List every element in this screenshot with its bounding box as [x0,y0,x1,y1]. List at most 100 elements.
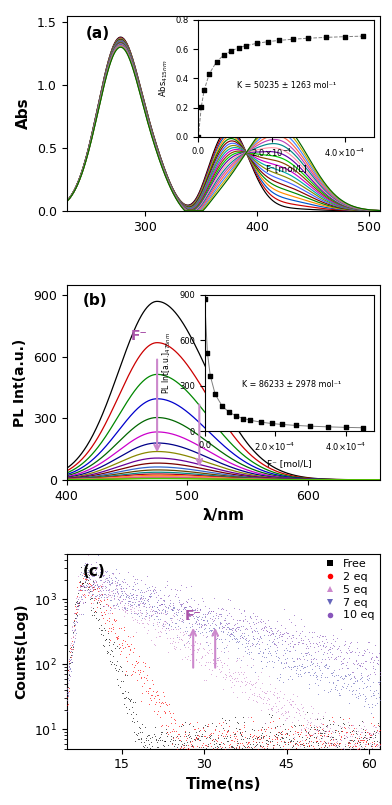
Point [204,614,211,627]
Point [115,586,121,599]
Point [94,594,101,607]
Point [348,733,354,746]
Point [127,630,133,643]
Point [181,638,187,651]
Point [336,663,342,675]
Point [239,630,245,643]
Point [185,742,192,755]
Point [174,745,180,758]
Point [287,631,294,644]
Point [67,663,73,675]
Point [287,669,293,682]
Point [165,621,171,634]
Point [331,653,337,666]
Point [300,637,307,650]
Point [151,638,157,650]
Point [155,613,161,625]
Point [216,716,222,729]
Point [261,722,267,735]
Point [190,608,196,621]
Point [211,592,218,605]
Point [176,597,183,610]
Point [118,587,125,600]
Point [226,720,232,733]
Point [342,745,348,758]
Point [156,696,162,708]
Point [154,605,160,618]
Point [289,654,296,667]
Point [281,713,288,726]
Point [368,690,374,703]
Point [267,716,274,729]
Point [64,693,70,706]
Point [286,630,292,642]
Point [261,686,267,699]
Point [90,601,96,614]
Point [314,712,321,725]
Point [214,660,220,673]
Point [256,646,262,659]
Point [80,597,86,609]
Point [124,638,131,651]
Point [157,733,163,746]
Point [139,593,145,606]
Point [118,621,124,634]
Point [348,719,354,732]
Point [164,617,171,630]
Point [98,627,105,640]
Point [300,718,307,731]
Point [307,729,313,741]
Point [316,723,323,736]
Point [100,600,106,613]
Point [202,607,208,620]
Point [216,620,222,633]
Point [305,634,312,647]
Point [198,745,204,758]
Point [88,584,94,597]
Point [357,688,363,701]
Point [106,568,113,581]
Point [239,729,245,742]
Point [162,696,168,708]
Point [339,657,346,670]
Point [297,745,303,758]
Point [332,652,338,665]
Point [270,741,276,754]
Point [65,654,72,667]
Point [273,731,279,744]
Point [372,638,378,651]
Point [181,624,188,637]
Point [314,730,320,743]
Point [208,742,214,755]
Point [207,623,214,636]
Point [126,639,132,652]
Point [316,630,322,643]
Point [257,630,263,643]
Point [116,590,122,603]
Point [270,689,277,702]
Point [110,586,116,599]
Point [254,724,261,737]
Point [122,640,128,653]
Point [195,614,201,627]
Point [312,735,319,748]
Point [343,730,349,743]
Point [73,605,80,618]
Point [338,669,345,682]
Point [260,729,266,742]
Point [177,584,183,597]
Point [249,625,255,638]
Point [71,623,77,636]
Point [298,723,304,736]
Point [198,617,204,630]
Point [169,737,175,750]
Point [247,728,253,741]
Point [298,660,304,673]
Point [287,660,294,673]
Point [79,576,85,589]
Point [200,720,206,733]
Point [108,657,114,670]
Point [194,613,201,625]
Point [180,625,186,638]
Point [321,671,328,683]
